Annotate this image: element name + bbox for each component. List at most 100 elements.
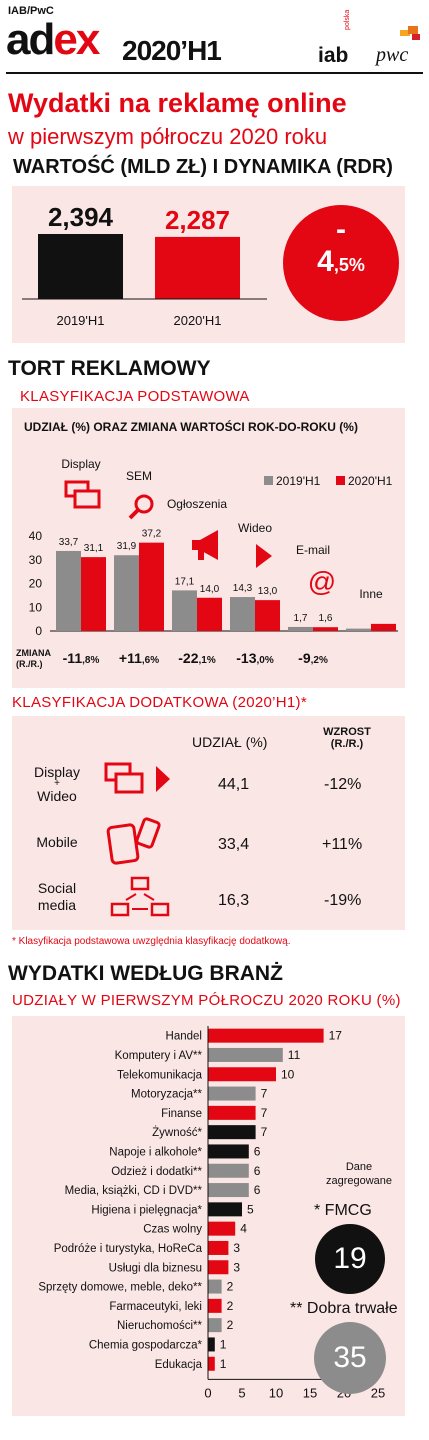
extra-row-share: 33,4 xyxy=(218,836,250,853)
legend-swatch xyxy=(264,476,273,485)
extra-row-label-1: Display xyxy=(34,764,80,780)
industry-bar xyxy=(208,1086,256,1101)
aggregated-title-2: zagregowane xyxy=(325,1175,393,1187)
share-change-int: -22 xyxy=(178,650,198,666)
y-tick-label: 20 xyxy=(29,577,43,591)
pwc-logo-mark xyxy=(378,26,422,48)
industry-label: Motoryzacja** xyxy=(131,1089,202,1101)
industry-label: Komputery i AV** xyxy=(115,1050,203,1062)
industry-label: Usługi dla biznesu xyxy=(109,1262,202,1274)
industry-bar xyxy=(208,1202,242,1217)
fmcg-circle: 19 xyxy=(315,1224,385,1294)
share-bar-label: 17,1 xyxy=(175,576,195,587)
col-growth-header-2: (R./R.) xyxy=(330,738,364,750)
industry-label: Napoje i alkohole* xyxy=(109,1146,202,1158)
extra-row-share: 44,1 xyxy=(218,776,250,793)
extra-row-growth: -19% xyxy=(324,892,362,909)
change-value: 4,5% xyxy=(283,245,399,282)
share-bar-label: 1,7 xyxy=(294,613,308,624)
industry-label: Odzież i dodatki** xyxy=(111,1166,202,1178)
industry-bar xyxy=(208,1298,222,1313)
industry-bar xyxy=(208,1260,229,1275)
extra-panel: UDZIAŁ (%) WZROST (R./R.) Display + Wide… xyxy=(12,716,405,930)
industry-value-label: 2 xyxy=(227,1280,234,1294)
change-dec: ,5% xyxy=(333,255,365,275)
aggregated-title-1: Dane xyxy=(345,1161,373,1173)
extra-row-growth: -12% xyxy=(324,776,362,793)
industry-x-tick-label: 5 xyxy=(238,1385,245,1400)
extra-row-share: 16,3 xyxy=(218,892,250,909)
share-bar xyxy=(56,550,81,631)
share-bar xyxy=(114,555,139,631)
play-icon-shape xyxy=(256,544,272,568)
industry-value-label: 7 xyxy=(261,1125,268,1139)
extra-row-label-1: Social xyxy=(37,880,77,896)
aggregated-title: Dane zagregowane xyxy=(318,1160,400,1188)
industry-value-label: 4 xyxy=(240,1222,247,1236)
megaphone-icon-handle xyxy=(198,550,204,560)
megaphone-icon-body xyxy=(192,530,218,560)
industry-bar xyxy=(208,1356,215,1371)
share-category-label: SEM xyxy=(126,469,152,483)
industry-x-tick-label: 0 xyxy=(204,1385,211,1400)
industry-label: Handel xyxy=(166,1031,202,1043)
share-bar xyxy=(81,557,106,631)
industry-value-label: 17 xyxy=(329,1029,343,1043)
share-change-dec: ,0% xyxy=(257,655,274,666)
share-bar-label: 33,7 xyxy=(59,537,79,548)
industry-bar xyxy=(208,1144,249,1159)
share-bar-label: 13,0 xyxy=(258,586,278,597)
share-bar xyxy=(172,590,197,631)
share-change-dec: ,1% xyxy=(199,655,216,666)
industry-value-label: 7 xyxy=(261,1087,268,1101)
extra-row-growth: +11% xyxy=(322,836,363,853)
industry-label: Telekomunikacja xyxy=(117,1069,203,1081)
share-bar-label: 37,2 xyxy=(142,529,162,540)
durable-circle: 35 xyxy=(314,1322,386,1394)
share-chart: 0 10 20 30 40 33,7 31,1 Display -11,8% 31,9 37,2 SE… xyxy=(16,457,398,669)
industry-value-label: 1 xyxy=(220,1337,227,1351)
share-bar xyxy=(346,628,371,631)
industry-value-label: 7 xyxy=(261,1106,268,1120)
industry-value-label: 10 xyxy=(281,1067,295,1081)
share-bar xyxy=(230,597,255,631)
value-bar xyxy=(38,234,123,299)
y-tick-label: 10 xyxy=(29,600,43,614)
extra-row-label-2: media xyxy=(37,897,77,913)
value-heading: WARTOŚĆ (MLD ZŁ) I DYNAMIKA (RDR) xyxy=(13,156,393,178)
industry-label: Chemia gospodarcza* xyxy=(89,1339,203,1351)
share-bar-label: 1,6 xyxy=(319,613,333,624)
industry-value-label: 2 xyxy=(227,1299,234,1313)
share-change-label: -22,1% xyxy=(178,650,216,666)
value-bar-label: 2,287 xyxy=(165,205,230,235)
change-int: 4 xyxy=(317,245,334,278)
share-category-label: Ogłoszenia xyxy=(167,497,227,511)
industry-x-tick-label: 10 xyxy=(269,1385,283,1400)
industry-label: Nieruchomości** xyxy=(117,1320,203,1332)
fmcg-label: * FMCG xyxy=(314,1202,372,1219)
mobile-icon xyxy=(106,817,161,865)
share-change-label: +11,6% xyxy=(119,650,159,666)
extra-row-label-plus: + xyxy=(54,778,60,789)
share-category-label: E-mail xyxy=(296,543,330,557)
industry-heading: WYDATKI WEDŁUG BRANŻ xyxy=(8,962,283,985)
adex-logo-ad: ad xyxy=(6,15,55,64)
share-change-label: -13,0% xyxy=(236,650,274,666)
col-growth-header-1: WZROST xyxy=(323,726,371,738)
value-bar-label: 2,394 xyxy=(48,202,114,232)
industry-bar xyxy=(208,1240,229,1255)
share-change-dec: ,2% xyxy=(311,655,328,666)
magnifier-icon xyxy=(128,494,154,520)
extra-footnote: * Klasyfikacja podstawowa uwzględnia kla… xyxy=(12,936,291,947)
industry-bar xyxy=(208,1183,249,1198)
industry-bar xyxy=(208,1163,249,1178)
value-bar xyxy=(155,236,240,299)
industry-label: Sprzęty domowe, meble, deko** xyxy=(38,1282,202,1294)
industry-x-tick-label: 15 xyxy=(303,1385,317,1400)
share-change-int: -13 xyxy=(236,650,256,666)
share-change-dec: ,8% xyxy=(82,655,99,666)
industry-sub: UDZIAŁY W PIERWSZYM PÓŁROCZU 2020 ROKU (… xyxy=(12,992,401,1009)
header-kicker: IAB/PwC xyxy=(8,5,54,17)
display-icon-front xyxy=(73,489,101,509)
industry-value-label: 6 xyxy=(254,1183,261,1197)
